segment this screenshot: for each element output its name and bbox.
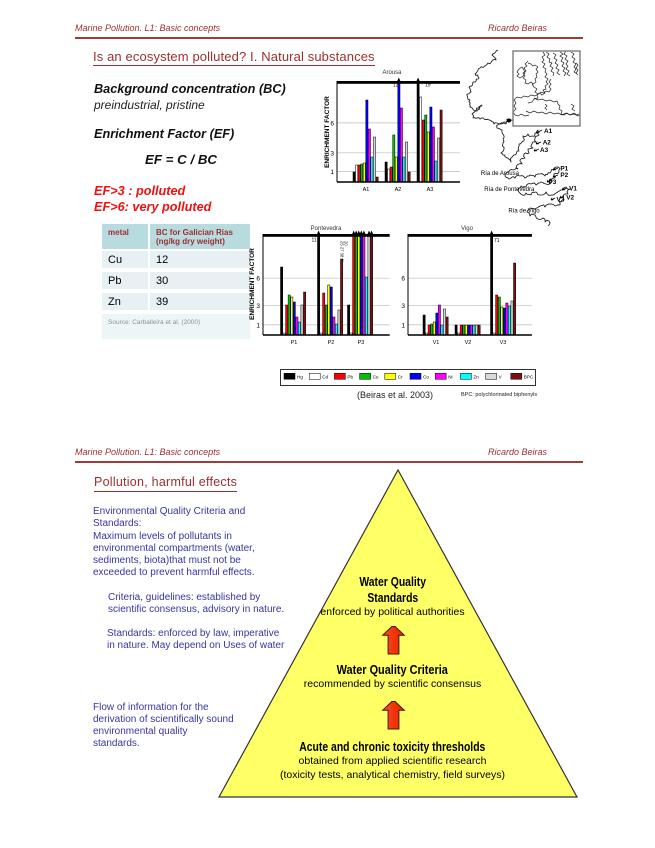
svg-text:P1: P1 [291, 340, 298, 346]
svg-text:A2: A2 [395, 187, 402, 193]
svg-text:A1: A1 [363, 187, 370, 193]
svg-text:1: 1 [256, 322, 260, 329]
svg-text:Pontevedra: Pontevedra [311, 226, 342, 232]
svg-text:11: 11 [312, 238, 317, 244]
svg-text:A1: A1 [544, 128, 553, 135]
svg-text:Ría de Arousa: Ría de Arousa [481, 171, 520, 177]
svg-text:P3: P3 [549, 179, 557, 186]
svg-text:ENRICHMENT FACTOR: ENRICHMENT FACTOR [324, 96, 331, 168]
svg-text:V1: V1 [569, 185, 577, 192]
svg-text:V3: V3 [500, 340, 507, 346]
svg-text:V1: V1 [433, 340, 440, 346]
svg-text:71: 71 [494, 238, 500, 244]
svg-text:Cr: Cr [398, 375, 403, 380]
svg-text:3: 3 [330, 150, 334, 157]
svg-text:Cu: Cu [373, 375, 379, 380]
svg-text:Zn: Zn [473, 375, 479, 380]
svg-text:20: 20 [344, 241, 349, 246]
svg-text:6: 6 [401, 276, 405, 283]
svg-text:25 27 38 21: 25 27 38 21 [340, 241, 345, 264]
svg-text:P1: P1 [560, 165, 568, 172]
svg-text:V2: V2 [465, 340, 472, 346]
svg-text:6: 6 [256, 276, 260, 283]
svg-text:3: 3 [401, 303, 405, 310]
svg-text:BPC: BPC [524, 375, 534, 380]
svg-text:Pb: Pb [347, 375, 353, 380]
svg-text:A3: A3 [427, 187, 434, 193]
svg-text:V: V [499, 375, 503, 380]
svg-text:V3: V3 [557, 196, 565, 203]
svg-text:Vigo: Vigo [461, 226, 474, 232]
svg-text:6: 6 [330, 121, 334, 128]
svg-text:1: 1 [330, 169, 334, 176]
svg-text:A2: A2 [543, 140, 552, 147]
svg-text:3: 3 [256, 303, 260, 310]
svg-text:19: 19 [425, 83, 431, 89]
svg-text:Co: Co [423, 375, 429, 380]
svg-text:Arousa: Arousa [382, 70, 402, 76]
svg-text:P2: P2 [328, 340, 335, 346]
svg-text:A3: A3 [540, 147, 549, 154]
svg-text:Cd: Cd [322, 375, 328, 380]
svg-text:1: 1 [401, 322, 405, 329]
svg-text:ENRICHMENT FACTOR: ENRICHMENT FACTOR [249, 248, 256, 320]
svg-text:P2: P2 [560, 172, 568, 179]
svg-text:Hg: Hg [297, 375, 303, 380]
svg-text:Ría de Pontevedra: Ría de Pontevedra [484, 187, 535, 193]
svg-text:V2: V2 [566, 194, 574, 201]
svg-text:13: 13 [393, 83, 399, 89]
svg-text:P3: P3 [358, 340, 365, 346]
svg-text:Ría de Vigo: Ría de Vigo [508, 209, 540, 215]
svg-text:Ni: Ni [448, 375, 452, 380]
